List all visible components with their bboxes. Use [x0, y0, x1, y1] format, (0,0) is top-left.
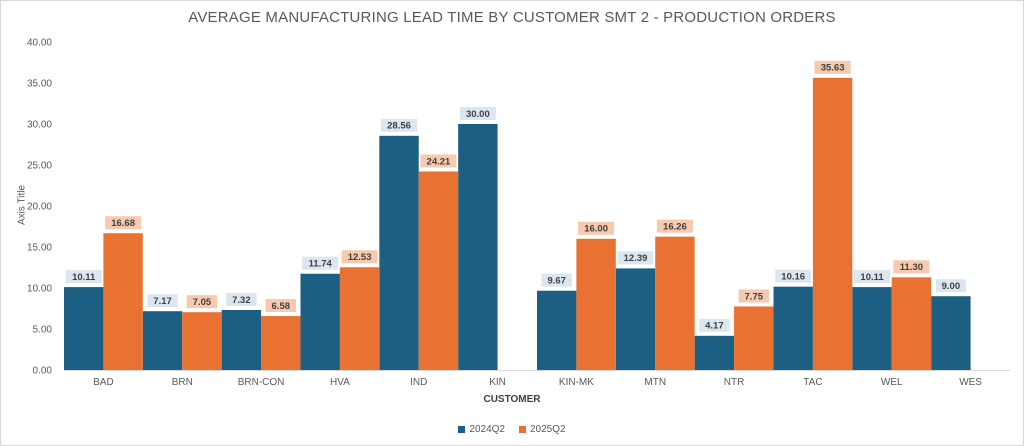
y-tick-label: 15.00: [27, 243, 52, 254]
y-tick-label: 20.00: [27, 202, 52, 213]
legend-label-2024q2: 2024Q2: [469, 424, 505, 435]
data-label: 4.17: [705, 321, 724, 332]
data-label: 12.39: [624, 253, 648, 264]
data-label-bg: [854, 270, 891, 284]
data-label-bg: [699, 318, 730, 332]
bar-2024q2-hva: [300, 273, 340, 370]
data-label: 7.17: [153, 296, 172, 307]
data-label: 10.16: [781, 271, 805, 282]
data-label: 11.74: [309, 259, 333, 270]
data-label-bg: [341, 250, 378, 264]
bar-2025q2-wel: [891, 277, 932, 370]
bar-2025q2-mtn: [655, 236, 695, 370]
data-label-bg: [302, 256, 339, 270]
y-tick-label: 40.00: [27, 38, 52, 49]
bar-2025q2-hva: [339, 267, 380, 370]
y-tick-label: 30.00: [27, 120, 52, 131]
x-tick-label: KIN-MK: [559, 377, 594, 388]
x-tick-label: WES: [959, 377, 982, 388]
data-label: 9.67: [547, 276, 566, 287]
data-label-bg: [656, 219, 693, 233]
y-tick-label: 25.00: [27, 161, 52, 172]
data-label-bg: [578, 221, 615, 235]
data-label: 16.00: [584, 224, 608, 235]
bar-2025q2-brn: [182, 312, 222, 370]
x-tick-label: MTN: [644, 377, 666, 388]
bar-2025q2-tac: [812, 77, 853, 371]
x-tick-label: HVA: [330, 377, 350, 388]
y-tick-label: 35.00: [27, 79, 52, 90]
data-label-bg: [541, 273, 572, 287]
data-label-bg: [265, 299, 296, 313]
data-label: 24.21: [427, 156, 451, 167]
legend-item-2025q2: 2025Q2: [519, 424, 566, 435]
data-label: 10.11: [72, 272, 96, 283]
data-label: 16.68: [111, 218, 135, 229]
legend-label-2025q2: 2025Q2: [530, 424, 566, 435]
bar-2024q2-kin-mk: [537, 290, 577, 370]
data-label-bg: [617, 251, 654, 265]
data-label: 30.00: [466, 109, 490, 120]
data-label-bg: [186, 295, 218, 309]
legend-item-2024q2: 2024Q2: [458, 424, 505, 435]
data-label: 10.11: [860, 272, 884, 283]
data-label-bg: [893, 260, 930, 274]
data-label-bg: [459, 107, 496, 120]
x-tick-label: KIN: [489, 377, 506, 388]
data-label: 35.63: [821, 63, 845, 74]
data-label: 7.75: [745, 291, 764, 302]
x-tick-label: WEL: [881, 377, 903, 388]
data-label-bg: [105, 216, 142, 230]
bar-2024q2-ntr: [694, 335, 735, 370]
chart-title: AVERAGE MANUFACTURING LEAD TIME BY CUSTO…: [188, 9, 836, 26]
x-tick-label: BRN-CON: [238, 377, 285, 388]
legend-swatch-2025q2: [519, 426, 526, 433]
legend: 2024Q2 2025Q2: [0, 424, 1024, 435]
data-label-bg: [420, 154, 457, 168]
y-tick-label: 10.00: [27, 284, 52, 295]
data-label: 9.00: [942, 281, 961, 292]
x-tick-label: BRN: [172, 377, 193, 388]
data-label: 12.53: [348, 252, 372, 263]
y-tick-label: 0.00: [33, 366, 53, 377]
data-label-bg: [814, 60, 851, 74]
bar-2024q2-wel: [852, 287, 892, 370]
data-label-bg: [381, 118, 418, 132]
data-label: 28.56: [387, 121, 411, 132]
bar-2025q2-kin-mk: [576, 238, 616, 370]
data-label: 7.05: [193, 297, 212, 308]
data-label-bg: [738, 289, 769, 303]
x-tick-label: IND: [410, 377, 427, 388]
data-label-bg: [226, 292, 257, 306]
bar-2024q2-ind: [379, 135, 419, 370]
x-tick-label: BAD: [93, 377, 114, 388]
data-label-bg: [935, 279, 967, 293]
bar-2025q2-brn-con: [261, 316, 301, 370]
bar-2025q2-ind: [418, 171, 459, 370]
data-label: 7.32: [232, 295, 251, 306]
data-label: 11.30: [900, 262, 923, 273]
y-tick-label: 5.00: [33, 325, 53, 336]
bar-2024q2-brn-con: [221, 309, 262, 370]
data-label: 16.26: [663, 221, 687, 232]
bar-2025q2-bad: [103, 233, 143, 370]
data-label-bg: [65, 270, 102, 284]
x-axis-title: CUSTOMER: [483, 394, 541, 405]
bar-2024q2-kin: [458, 124, 498, 370]
bar-2024q2-wes: [931, 296, 971, 370]
bar-2025q2-ntr: [734, 306, 774, 370]
legend-swatch-2024q2: [458, 426, 466, 433]
bar-2024q2-tac: [773, 286, 813, 370]
bar-2024q2-bad: [64, 287, 104, 370]
data-label: 6.58: [272, 301, 291, 312]
data-label-bg: [775, 269, 812, 283]
x-tick-label: TAC: [803, 377, 822, 388]
x-tick-label: NTR: [724, 377, 745, 388]
data-label-bg: [147, 294, 178, 308]
bar-2024q2-brn: [142, 311, 183, 370]
bar-2024q2-mtn: [615, 268, 656, 370]
